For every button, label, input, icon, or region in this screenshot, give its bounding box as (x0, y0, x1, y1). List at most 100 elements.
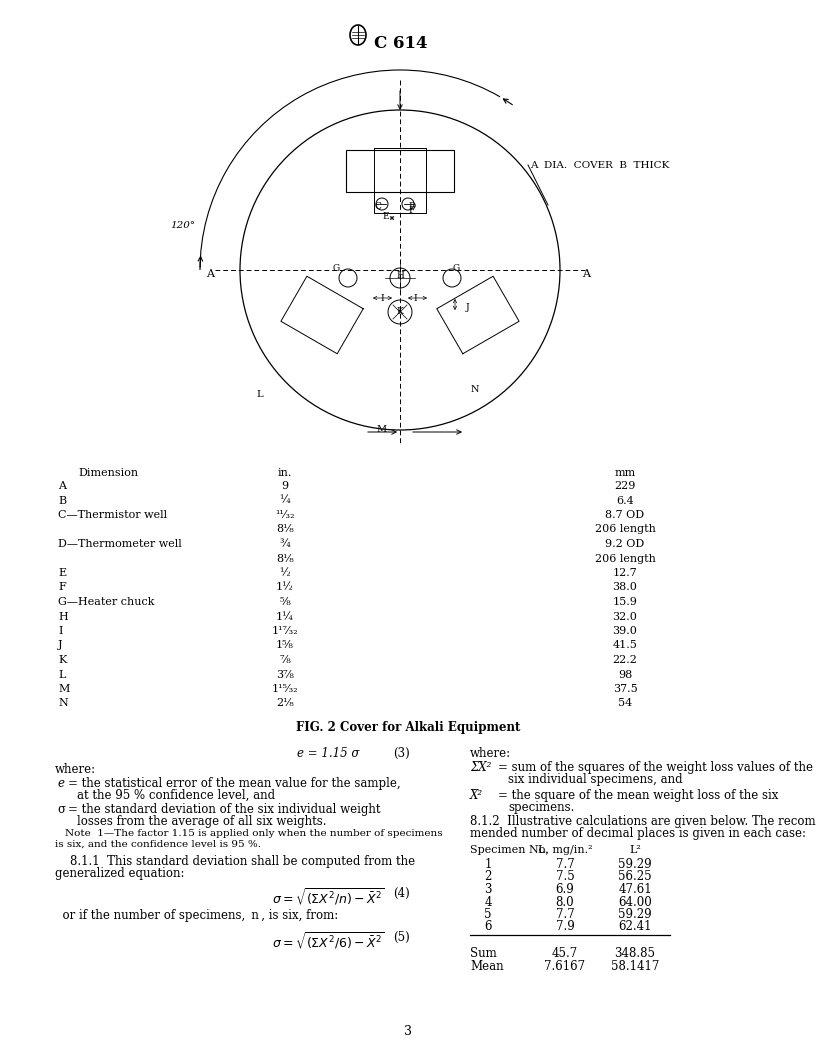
Text: 6.4: 6.4 (616, 495, 634, 506)
Text: B: B (58, 495, 66, 506)
Text: or if the number of specimens,  n , is six, from:: or if the number of specimens, n , is si… (55, 909, 339, 922)
Text: G: G (452, 264, 459, 274)
Text: 45.7: 45.7 (552, 947, 578, 960)
Text: = the square of the mean weight loss of the six: = the square of the mean weight loss of … (498, 789, 778, 802)
Text: $\sigma = \sqrt{(\Sigma X^2/6) - \bar{X}^2}$: $\sigma = \sqrt{(\Sigma X^2/6) - \bar{X}… (272, 931, 384, 953)
Text: 8.7 OD: 8.7 OD (605, 510, 645, 520)
Text: 4: 4 (484, 895, 492, 908)
Text: Specimen No.: Specimen No. (470, 845, 548, 855)
Text: 2¹⁄₈: 2¹⁄₈ (276, 698, 294, 709)
Text: H: H (396, 270, 404, 280)
Text: 6.9: 6.9 (556, 883, 574, 895)
Text: 7.7: 7.7 (556, 857, 574, 871)
Text: I: I (413, 294, 417, 303)
Text: N: N (471, 385, 479, 394)
Text: 54: 54 (618, 698, 632, 709)
Text: 3: 3 (404, 1025, 412, 1038)
Text: 206 length: 206 length (595, 525, 655, 534)
Text: 58.1417: 58.1417 (611, 960, 659, 973)
Text: specimens.: specimens. (508, 802, 574, 814)
Text: 8.1.2  Illustrative calculations are given below. The recom-: 8.1.2 Illustrative calculations are give… (470, 815, 816, 828)
Text: 3: 3 (484, 883, 492, 895)
Text: 2: 2 (485, 870, 492, 884)
Text: 37.5: 37.5 (613, 684, 637, 694)
Text: losses from the average of all six weights.: losses from the average of all six weigh… (77, 815, 326, 828)
Text: C 614: C 614 (374, 35, 428, 52)
Text: ΣX²: ΣX² (470, 761, 491, 774)
Text: $\sigma = \sqrt{(\Sigma X^2/n) - \bar{X}^2}$: $\sigma = \sqrt{(\Sigma X^2/n) - \bar{X}… (272, 887, 384, 908)
Text: 1¹⁷⁄₃₂: 1¹⁷⁄₃₂ (272, 626, 299, 636)
Text: 59.29: 59.29 (619, 908, 652, 921)
Text: 5: 5 (484, 908, 492, 921)
Text: ¾: ¾ (280, 539, 290, 549)
Text: = the statistical error of the mean value for the sample,: = the statistical error of the mean valu… (68, 777, 401, 790)
Text: ⅞: ⅞ (280, 655, 290, 665)
Text: 98: 98 (618, 670, 632, 679)
Text: F: F (409, 206, 415, 215)
Text: e = 1.15 σ: e = 1.15 σ (297, 747, 359, 760)
Text: ¼: ¼ (280, 495, 290, 506)
Text: 47.61: 47.61 (619, 883, 652, 895)
Text: L: L (58, 670, 65, 679)
Text: ¹¹⁄₃₂: ¹¹⁄₃₂ (275, 510, 295, 520)
Text: mm: mm (614, 468, 636, 478)
Text: 120°: 120° (170, 221, 195, 229)
Text: X̅²: X̅² (470, 789, 483, 802)
Text: 6: 6 (484, 921, 492, 934)
Text: I: I (380, 294, 384, 303)
Text: M: M (377, 425, 387, 434)
Text: 7.5: 7.5 (556, 870, 574, 884)
Text: D—Thermometer well: D—Thermometer well (58, 539, 182, 549)
Text: A: A (582, 269, 590, 279)
Text: 39.0: 39.0 (613, 626, 637, 636)
Text: 8¹⁄₈: 8¹⁄₈ (276, 525, 294, 534)
Text: 64.00: 64.00 (619, 895, 652, 908)
Text: H: H (58, 611, 68, 622)
Text: e: e (57, 777, 64, 790)
Text: C—Thermistor well: C—Thermistor well (58, 510, 167, 520)
Text: σ: σ (57, 803, 65, 816)
Text: Note  1—The factor 1.15 is applied only when the number of specimens: Note 1—The factor 1.15 is applied only w… (65, 829, 442, 838)
Text: 8.1.1  This standard deviation shall be computed from the: 8.1.1 This standard deviation shall be c… (55, 855, 415, 868)
Text: 7.9: 7.9 (556, 921, 574, 934)
Text: D: D (408, 202, 415, 211)
Text: 1½: 1½ (276, 583, 294, 592)
Text: K: K (58, 655, 66, 665)
Text: 8¹⁄₈: 8¹⁄₈ (276, 553, 294, 564)
Text: 59.29: 59.29 (619, 857, 652, 871)
Text: A  DIA.  COVER  B  THICK: A DIA. COVER B THICK (530, 161, 669, 170)
Text: 229: 229 (614, 480, 636, 491)
Text: 38.0: 38.0 (613, 583, 637, 592)
Text: 1: 1 (485, 857, 492, 871)
Text: Sum: Sum (470, 947, 497, 960)
Text: N: N (58, 698, 68, 709)
Text: where:: where: (470, 747, 511, 760)
Text: 62.41: 62.41 (619, 921, 652, 934)
Text: 7.7: 7.7 (556, 908, 574, 921)
Text: in.: in. (277, 468, 292, 478)
Text: 1¼: 1¼ (276, 611, 294, 622)
Text: 12.7: 12.7 (613, 568, 637, 578)
Text: (5): (5) (393, 931, 410, 944)
Text: six individual specimens, and: six individual specimens, and (508, 773, 683, 786)
Text: E: E (58, 568, 66, 578)
Text: = the standard deviation of the six individual weight: = the standard deviation of the six indi… (68, 803, 380, 816)
Text: L: L (257, 390, 264, 399)
Text: Mean: Mean (470, 960, 503, 973)
Text: 348.85: 348.85 (614, 947, 655, 960)
Text: 206 length: 206 length (595, 553, 655, 564)
Text: is six, and the confidence level is 95 %.: is six, and the confidence level is 95 %… (55, 840, 261, 849)
Text: A: A (206, 269, 214, 279)
Text: L²: L² (629, 845, 641, 855)
Text: ⅝: ⅝ (280, 597, 290, 607)
Text: 7.6167: 7.6167 (544, 960, 586, 973)
Text: at the 95 % confidence level, and: at the 95 % confidence level, and (77, 789, 275, 802)
Text: ½: ½ (280, 568, 290, 578)
Text: 56.25: 56.25 (619, 870, 652, 884)
Text: 9.2 OD: 9.2 OD (605, 539, 645, 549)
Text: F: F (58, 583, 66, 592)
Text: J: J (466, 303, 470, 312)
Text: 1⅝: 1⅝ (276, 641, 294, 650)
Text: I: I (58, 626, 63, 636)
Text: K: K (397, 307, 403, 317)
